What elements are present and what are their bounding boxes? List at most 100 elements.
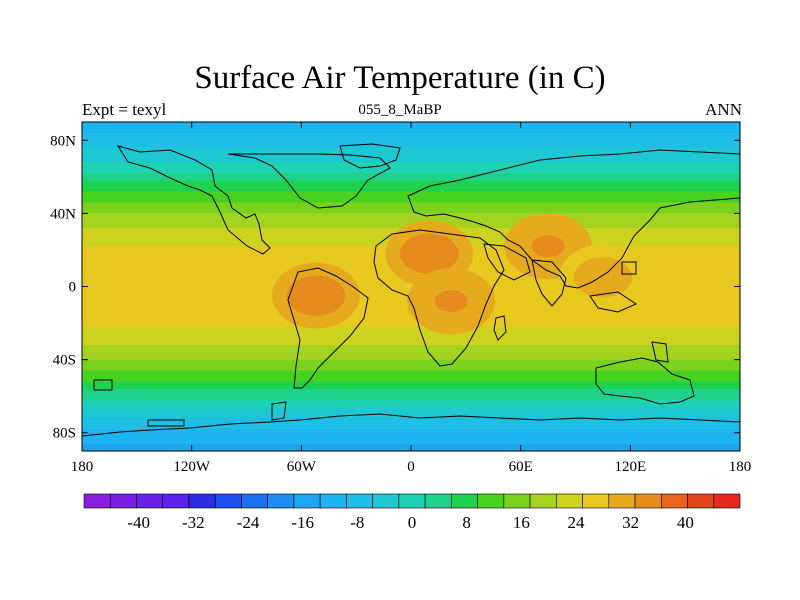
temperature-band xyxy=(82,187,740,193)
colorbar-swatch xyxy=(267,493,295,509)
temperature-band xyxy=(82,381,740,386)
temperature-band xyxy=(82,388,740,394)
temperature-band xyxy=(82,410,740,416)
temperature-band xyxy=(82,418,740,423)
eurasia-outline xyxy=(407,149,740,289)
temperature-band xyxy=(82,217,740,222)
temperature-band xyxy=(82,374,740,379)
hot-spot xyxy=(434,290,468,313)
colorbar-label: -40 xyxy=(127,513,150,532)
colorbar-swatch xyxy=(83,493,111,509)
temperature-band xyxy=(82,326,740,331)
temperature-band xyxy=(82,162,740,167)
colorbar-swatch xyxy=(713,493,741,509)
temperature-band xyxy=(82,173,740,178)
south-america-outline xyxy=(287,267,369,389)
colorbar-swatch xyxy=(293,493,321,509)
temperature-band xyxy=(82,129,740,134)
new-zealand-outline xyxy=(651,341,669,363)
hot-spot xyxy=(299,284,333,307)
x-tick-label: 120W xyxy=(173,459,211,475)
temperature-band xyxy=(82,403,740,408)
colorbar-label: 24 xyxy=(568,513,586,532)
colorbar-label: 0 xyxy=(408,513,417,532)
hot-spot xyxy=(586,266,620,289)
maritime-asia-outline xyxy=(589,291,638,313)
temperature-band xyxy=(82,191,740,196)
continent-outlines xyxy=(82,143,740,451)
time-label: 055_8_MaBP xyxy=(358,102,442,118)
colorbar-swatch xyxy=(503,493,531,509)
colorbar-label: -8 xyxy=(350,513,364,532)
colorbar-swatch xyxy=(398,493,426,509)
temperature-band xyxy=(82,377,740,383)
antarctica-outline xyxy=(82,413,740,451)
colorbar-swatch xyxy=(109,493,137,509)
temperature-band xyxy=(82,158,740,163)
temperature-band xyxy=(82,220,740,225)
colorbar-label: 40 xyxy=(677,513,694,532)
temperature-band xyxy=(82,352,740,357)
temperature-band xyxy=(82,147,740,152)
y-tick-label: 40N xyxy=(50,206,76,222)
colorbar: -40 -32 -24 -16 -8 0 8 16 24 32 40 xyxy=(83,493,741,532)
colorbar-label: 32 xyxy=(622,513,639,532)
temperature-band xyxy=(82,421,740,427)
x-tick-label: 180 xyxy=(71,459,94,475)
temperature-band xyxy=(82,396,740,401)
map-title: Surface Air Temperature (in C) xyxy=(194,60,606,96)
colorbar-swatch xyxy=(582,493,610,509)
colorbar-swatch xyxy=(529,493,557,509)
temperature-band xyxy=(82,425,740,430)
arctic-islands-outline xyxy=(227,153,391,209)
y-tick-label: 80S xyxy=(53,426,76,442)
antarctic-peninsula-outline xyxy=(271,401,287,421)
temperature-band xyxy=(82,348,740,353)
colorbar-swatch xyxy=(346,493,373,509)
colorbar-swatch xyxy=(136,493,164,509)
temperature-band xyxy=(82,432,740,437)
temperature-band xyxy=(82,184,740,189)
temperature-band xyxy=(82,399,740,405)
colorbar-swatch xyxy=(424,493,452,509)
temperature-band xyxy=(82,209,740,214)
temperature-band xyxy=(82,429,740,434)
temperature-band xyxy=(82,334,740,339)
temperature-band xyxy=(82,436,740,441)
temperature-band xyxy=(82,176,740,182)
temperature-band xyxy=(82,282,740,288)
temperature-band xyxy=(82,319,740,324)
temperature-band xyxy=(82,344,740,350)
colorbar-swatch xyxy=(660,493,688,509)
colorbar-label: 8 xyxy=(462,513,471,532)
africa-outline xyxy=(373,229,505,367)
y-tick-label: 40S xyxy=(53,353,76,369)
temperature-band xyxy=(82,440,740,445)
temperature-band xyxy=(82,169,740,174)
x-tick-label: 180 xyxy=(729,459,752,475)
temperature-band xyxy=(82,213,740,218)
y-tick-label: 0 xyxy=(69,280,77,296)
plot-area xyxy=(81,121,741,452)
temperature-band xyxy=(82,370,740,375)
arabia-outline xyxy=(483,243,531,281)
x-tick-label: 60W xyxy=(287,459,317,475)
japan-outline xyxy=(621,261,637,275)
colorbar-swatch xyxy=(162,493,190,509)
temperature-band xyxy=(82,366,740,372)
temperature-band xyxy=(82,195,740,200)
colorbar-swatch xyxy=(451,493,478,509)
colorbar-swatch xyxy=(188,493,216,509)
x-tick-label: 120E xyxy=(614,459,646,475)
temperature-band xyxy=(82,337,740,342)
temperature-band xyxy=(82,330,740,335)
temperature-band xyxy=(82,140,740,145)
temperature-band xyxy=(82,206,740,211)
map-axes: 180 120W 60W 0 60E 120E 180 80N 40N 0 40S 80S xyxy=(50,122,751,475)
colorbar-swatch xyxy=(372,493,400,509)
temperature-band xyxy=(82,154,740,160)
madagascar-outline xyxy=(493,315,507,341)
greenland-outline xyxy=(339,143,401,169)
small-island-outline-2 xyxy=(93,379,113,391)
